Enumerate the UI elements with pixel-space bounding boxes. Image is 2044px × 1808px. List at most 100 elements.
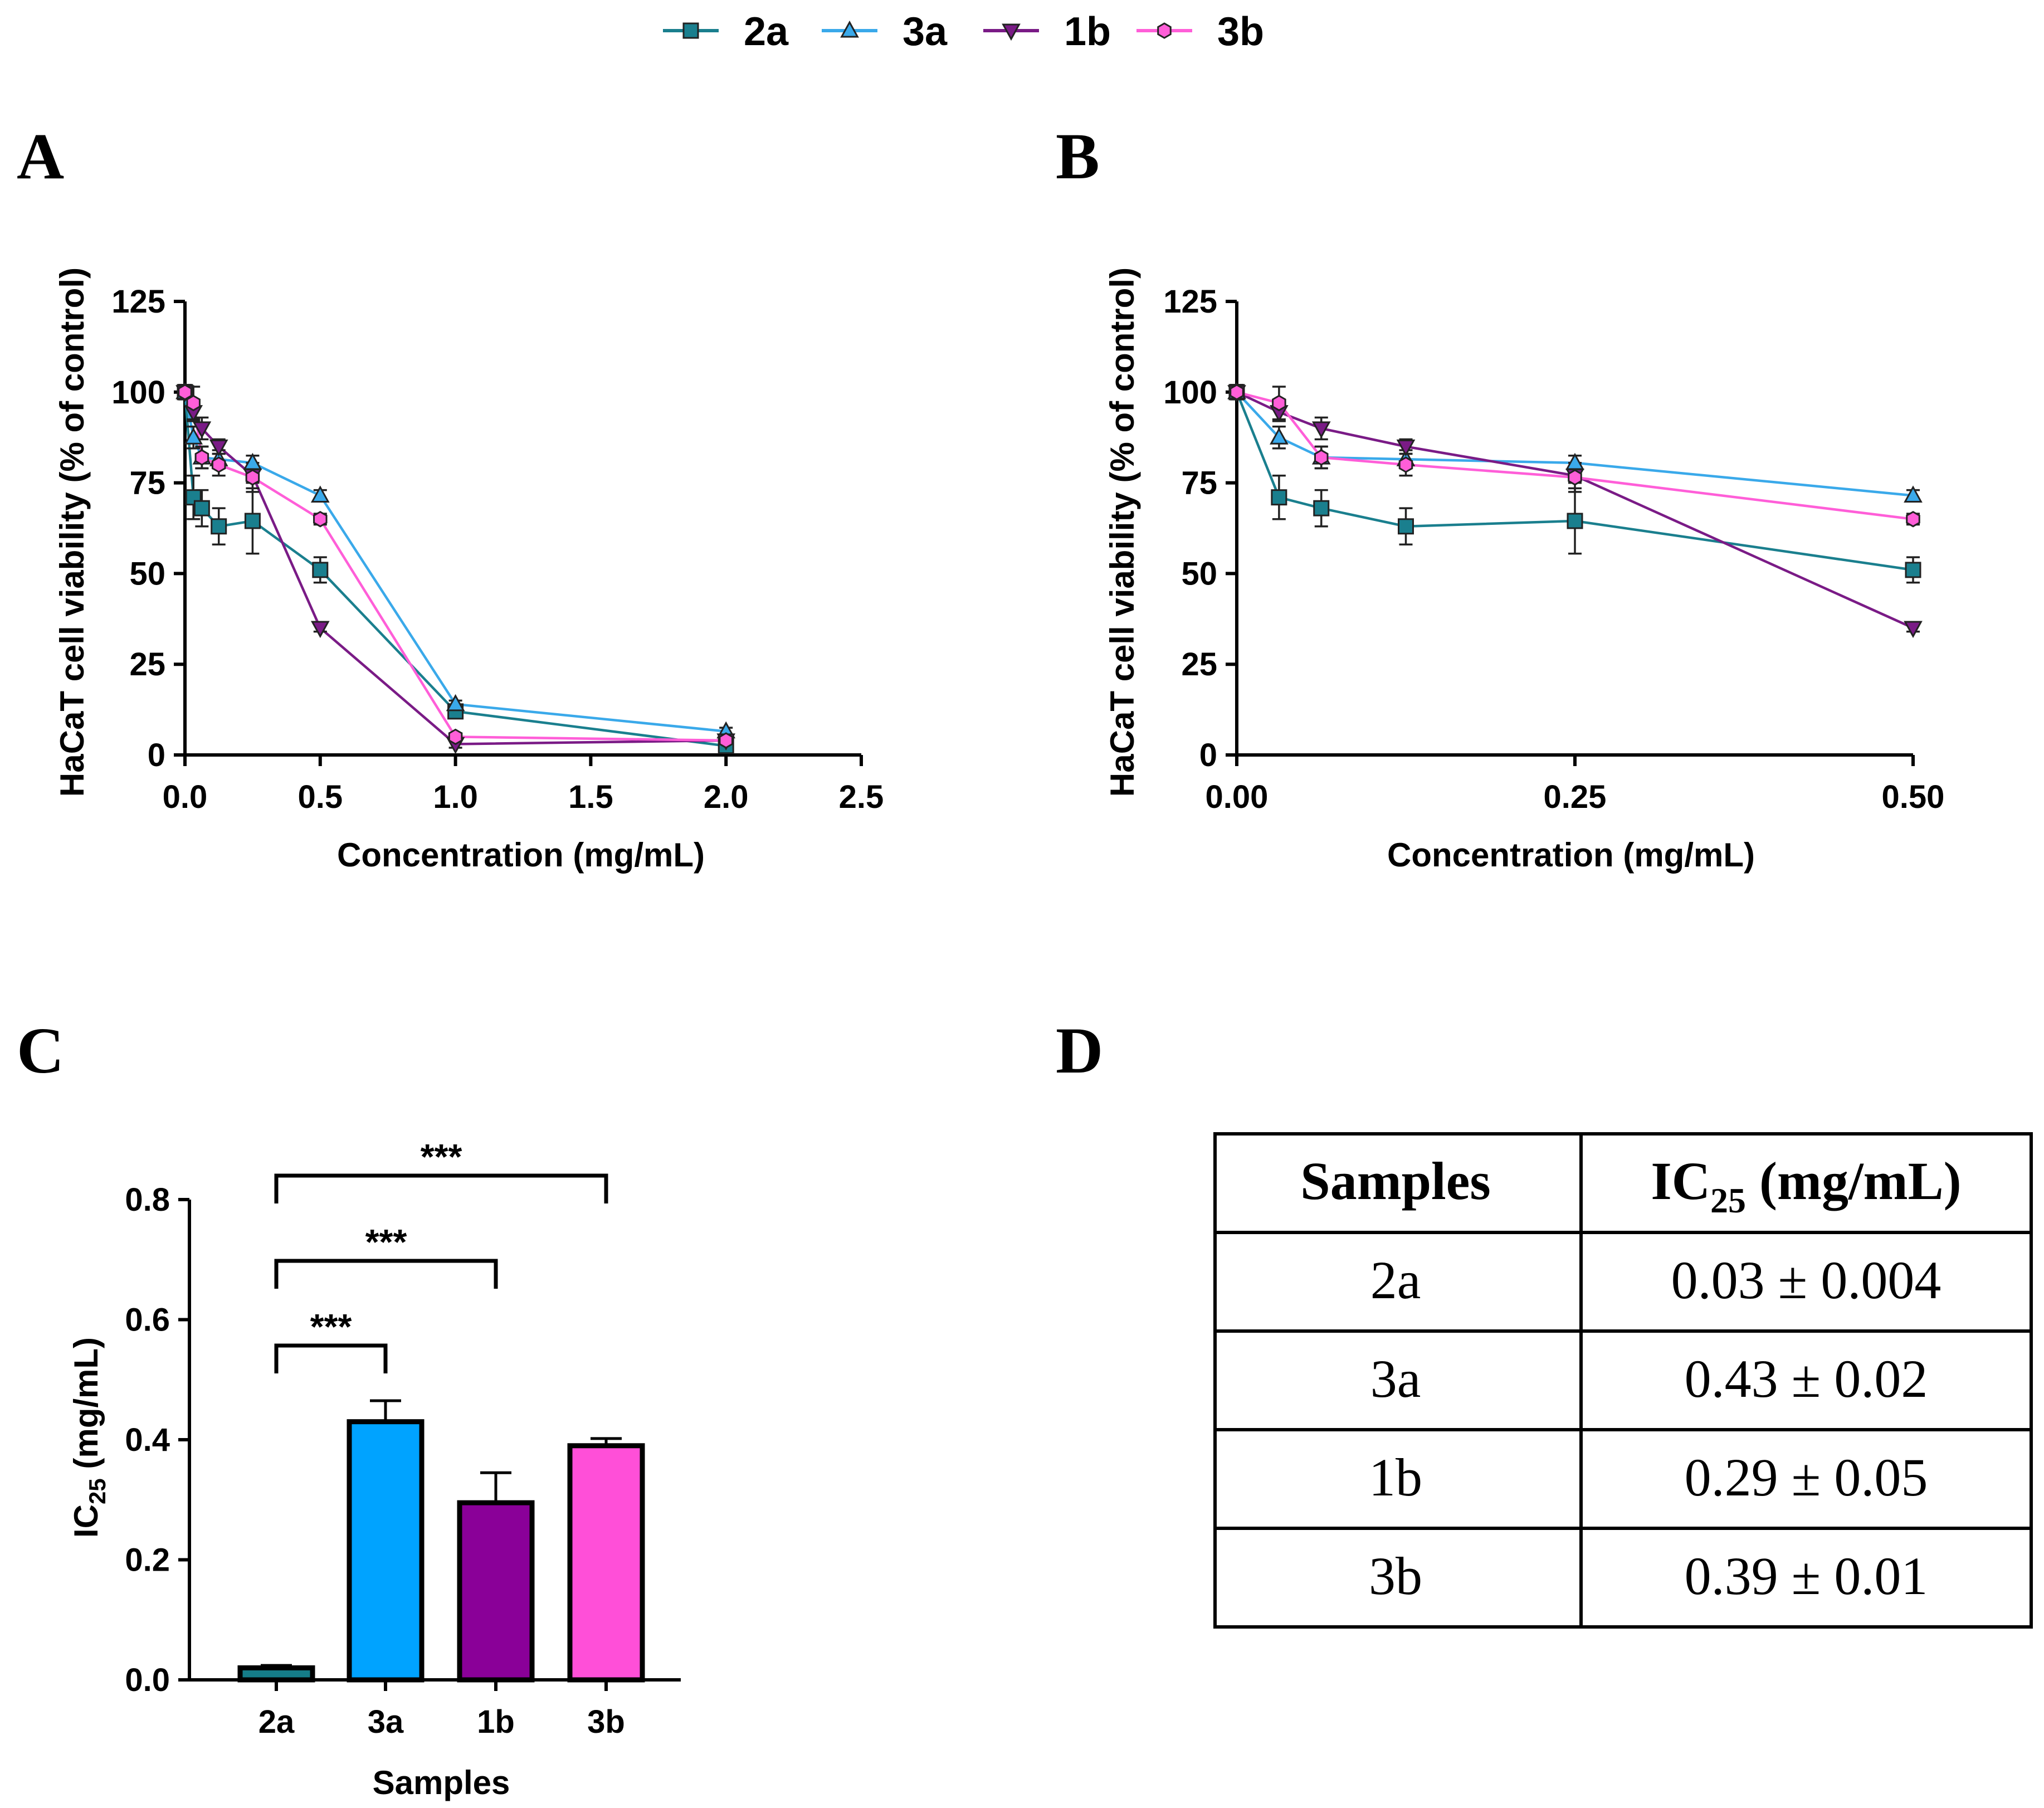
data-point-3b bbox=[186, 394, 201, 412]
y-tick-label: 50 bbox=[1181, 555, 1217, 592]
significance-bracket bbox=[274, 1173, 608, 1203]
x-tick-label: 0.50 bbox=[1882, 779, 1945, 815]
data-point-3b bbox=[1314, 449, 1329, 466]
legend-marker-2a bbox=[682, 22, 699, 39]
legend-label-1b: 1b bbox=[1064, 9, 1111, 54]
panel-letter-d: D bbox=[1056, 1014, 1103, 1087]
data-point-3a bbox=[1904, 485, 1923, 503]
data-point-2a bbox=[211, 518, 227, 535]
data-point-1b bbox=[310, 621, 330, 639]
y-tick-label: 0.2 bbox=[125, 1542, 170, 1578]
series-line-3a bbox=[1236, 391, 1914, 497]
significance-bracket bbox=[274, 1343, 388, 1373]
y-tick-label: 100 bbox=[111, 374, 165, 411]
x-tick-label: 0.25 bbox=[1544, 779, 1607, 815]
x-tick-label: 2.5 bbox=[839, 779, 884, 815]
data-point-3b bbox=[1398, 456, 1413, 473]
y-tick-label: 75 bbox=[1181, 465, 1217, 501]
data-point-2a bbox=[1905, 562, 1921, 578]
y-tick-label: 0.8 bbox=[125, 1182, 170, 1218]
table-cell-sample: 2a bbox=[1370, 1250, 1421, 1310]
series-line-3b bbox=[184, 391, 726, 742]
data-point-3b bbox=[178, 384, 192, 401]
chart-panel-a: HaCaT cell viability (% of control) Conc… bbox=[53, 267, 884, 874]
data-point-2a bbox=[185, 489, 202, 506]
y-tick-label: 25 bbox=[129, 646, 165, 683]
y-tick-label: 0.6 bbox=[125, 1302, 170, 1338]
panel-letter-c: C bbox=[17, 1014, 64, 1087]
data-point-3a bbox=[1270, 427, 1289, 445]
chart-panel-c: IC25 (mg/mL) Samples 0.0 0.2 0.4 0.6 0.8 2a 3a… bbox=[67, 1137, 681, 1801]
bar-3b bbox=[567, 1443, 645, 1683]
data-point-2a bbox=[312, 562, 329, 578]
x-axis-label-a: Concentration (mg/mL) bbox=[337, 836, 705, 874]
panel-letter-a: A bbox=[17, 120, 64, 193]
data-point-3b bbox=[211, 456, 226, 473]
y-axis-label-c: IC25 (mg/mL) bbox=[67, 1337, 110, 1538]
x-tick-label: 3a bbox=[368, 1704, 404, 1740]
bar-3a bbox=[347, 1419, 425, 1683]
table-cell-sample: 3b bbox=[1369, 1546, 1422, 1606]
data-point-2a bbox=[1313, 500, 1330, 516]
x-tick-label: 2a bbox=[258, 1704, 295, 1740]
data-point-3b bbox=[245, 469, 260, 486]
table-cell-value: 0.03 ± 0.004 bbox=[1671, 1250, 1941, 1310]
x-tick-label: 0.0 bbox=[163, 779, 208, 815]
data-point-3b bbox=[1906, 510, 1920, 528]
panel-letter-b: B bbox=[1056, 120, 1100, 193]
legend-label-3a: 3a bbox=[903, 9, 948, 54]
legend-marker-3b bbox=[1157, 22, 1172, 39]
data-point-2a bbox=[244, 513, 261, 529]
table-cell-sample: 1b bbox=[1369, 1448, 1422, 1507]
x-tick-label: 1.0 bbox=[433, 779, 478, 815]
y-tick-label: 125 bbox=[111, 284, 165, 320]
table-border bbox=[1213, 1132, 2033, 1629]
ic25-table: Samples IC25 (mg/mL) 2a 0.03 ± 0.004 3a … bbox=[1213, 1132, 2033, 1629]
data-point-3b bbox=[1230, 384, 1244, 401]
legend-marker-3a bbox=[840, 20, 859, 38]
x-tick-label: 3b bbox=[587, 1704, 625, 1740]
significance-label: *** bbox=[310, 1307, 352, 1347]
data-point-3b bbox=[1568, 469, 1582, 486]
y-tick-label: 100 bbox=[1163, 374, 1217, 411]
data-point-2a bbox=[1567, 513, 1583, 529]
data-point-2a bbox=[1271, 489, 1287, 506]
data-point-1b bbox=[192, 421, 212, 438]
data-point-3b bbox=[719, 732, 733, 749]
significance-label: *** bbox=[421, 1137, 462, 1177]
legend-marker-1b bbox=[1002, 23, 1021, 41]
x-axis-label-c: Samples bbox=[373, 1764, 510, 1801]
data-point-1b bbox=[1904, 621, 1923, 639]
data-point-1b bbox=[1396, 439, 1416, 457]
legend-label-2a: 2a bbox=[744, 9, 789, 54]
y-tick-label: 75 bbox=[129, 465, 165, 501]
y-tick-label: 50 bbox=[129, 555, 165, 592]
data-point-3b bbox=[313, 510, 328, 528]
y-tick-label: 0.4 bbox=[125, 1422, 170, 1458]
legend: 2a 3a 1b 3b bbox=[663, 9, 1264, 54]
x-tick-label: 0.5 bbox=[297, 779, 343, 815]
y-tick-label: 0.0 bbox=[125, 1662, 170, 1698]
table-cell-value: 0.29 ± 0.05 bbox=[1685, 1448, 1928, 1507]
table-cell-value: 0.43 ± 0.02 bbox=[1685, 1349, 1928, 1409]
x-tick-label: 0.00 bbox=[1206, 779, 1269, 815]
bar-1b bbox=[457, 1500, 535, 1683]
table-cell-sample: 3a bbox=[1370, 1349, 1421, 1409]
data-point-2a bbox=[1398, 518, 1414, 535]
data-point-3a bbox=[310, 485, 330, 503]
y-tick-label: 125 bbox=[1163, 284, 1217, 320]
chart-panel-b: HaCaT cell viability (% of control) Conc… bbox=[1104, 267, 1944, 874]
x-axis-label-b: Concentration (mg/mL) bbox=[1387, 836, 1755, 874]
x-tick-label: 2.0 bbox=[704, 779, 749, 815]
bar-2a bbox=[237, 1665, 315, 1683]
series-line-2a bbox=[1235, 391, 1914, 572]
x-tick-label: 1.5 bbox=[568, 779, 613, 815]
y-axis-label-b: HaCaT cell viability (% of control) bbox=[1104, 267, 1141, 797]
data-point-3b bbox=[448, 728, 463, 745]
data-point-1b bbox=[209, 439, 228, 457]
legend-label-3b: 3b bbox=[1217, 9, 1264, 54]
y-axis-label-a: HaCaT cell viability (% of control) bbox=[53, 267, 91, 797]
table-header-samples: Samples bbox=[1300, 1151, 1490, 1211]
table-header-ic25: IC25 (mg/mL) bbox=[1651, 1151, 1961, 1220]
